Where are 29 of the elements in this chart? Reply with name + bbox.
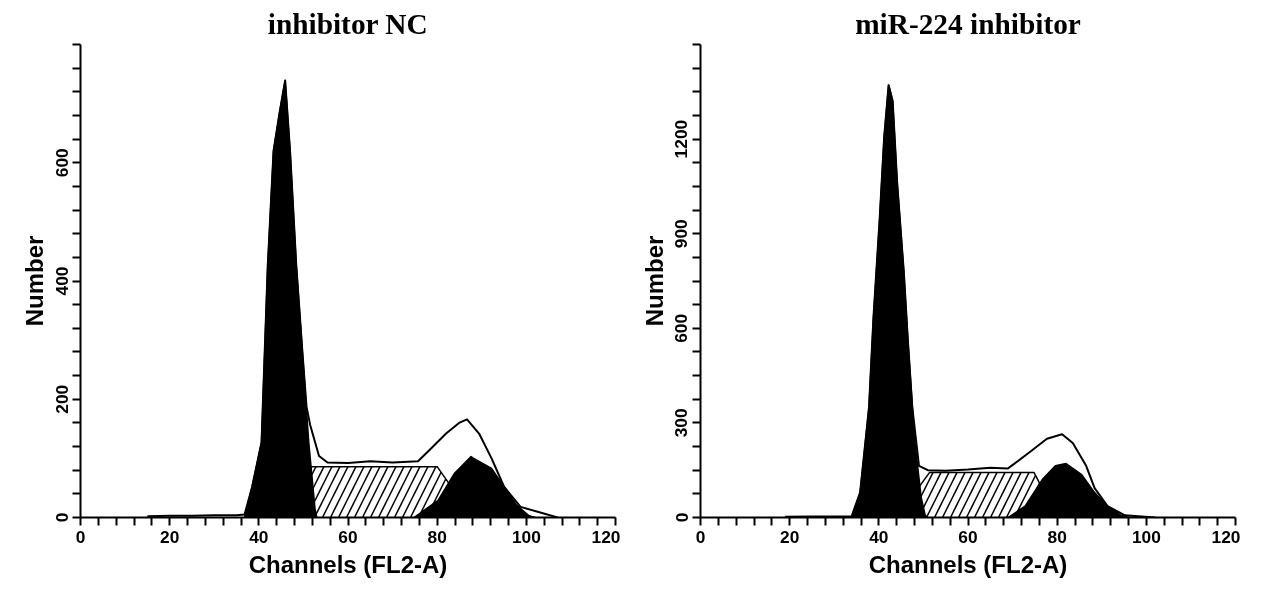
x-tick-label: 40: [869, 526, 889, 547]
chart-title: inhibitor NC: [267, 7, 428, 40]
y-tick-label: 0: [51, 512, 72, 523]
x-tick-label: 60: [958, 526, 978, 547]
y-tick-label: 600: [671, 313, 692, 343]
x-axis-title: Channels (FL2-A): [248, 550, 448, 578]
y-tick-label: 200: [51, 384, 72, 414]
x-tick-label: 40: [249, 526, 269, 547]
x-tick-label: 0: [695, 526, 706, 547]
x-tick-label: 120: [591, 526, 621, 547]
y-tick-label: 900: [671, 219, 692, 249]
x-tick-label: 20: [780, 526, 800, 547]
y-axis-title: Number: [20, 235, 48, 327]
y-axis-title: Number: [640, 235, 668, 327]
y-tick-label: 1200: [671, 119, 692, 159]
x-tick-label: 80: [427, 526, 447, 547]
y-tick-label: 400: [51, 266, 72, 296]
chart-title: miR-224 inhibitor: [855, 7, 1081, 40]
y-tick-label: 600: [51, 148, 72, 178]
x-tick-label: 120: [1211, 526, 1241, 547]
y-tick-label: 300: [671, 408, 692, 438]
x-tick-label: 0: [75, 526, 86, 547]
x-tick-label: 80: [1047, 526, 1067, 547]
x-tick-label: 60: [338, 526, 358, 547]
y-tick-label: 0: [671, 512, 692, 523]
x-tick-label: 20: [160, 526, 180, 547]
x-axis-title: Channels (FL2-A): [868, 550, 1068, 578]
x-tick-label: 100: [1131, 526, 1161, 547]
x-tick-label: 100: [511, 526, 541, 547]
